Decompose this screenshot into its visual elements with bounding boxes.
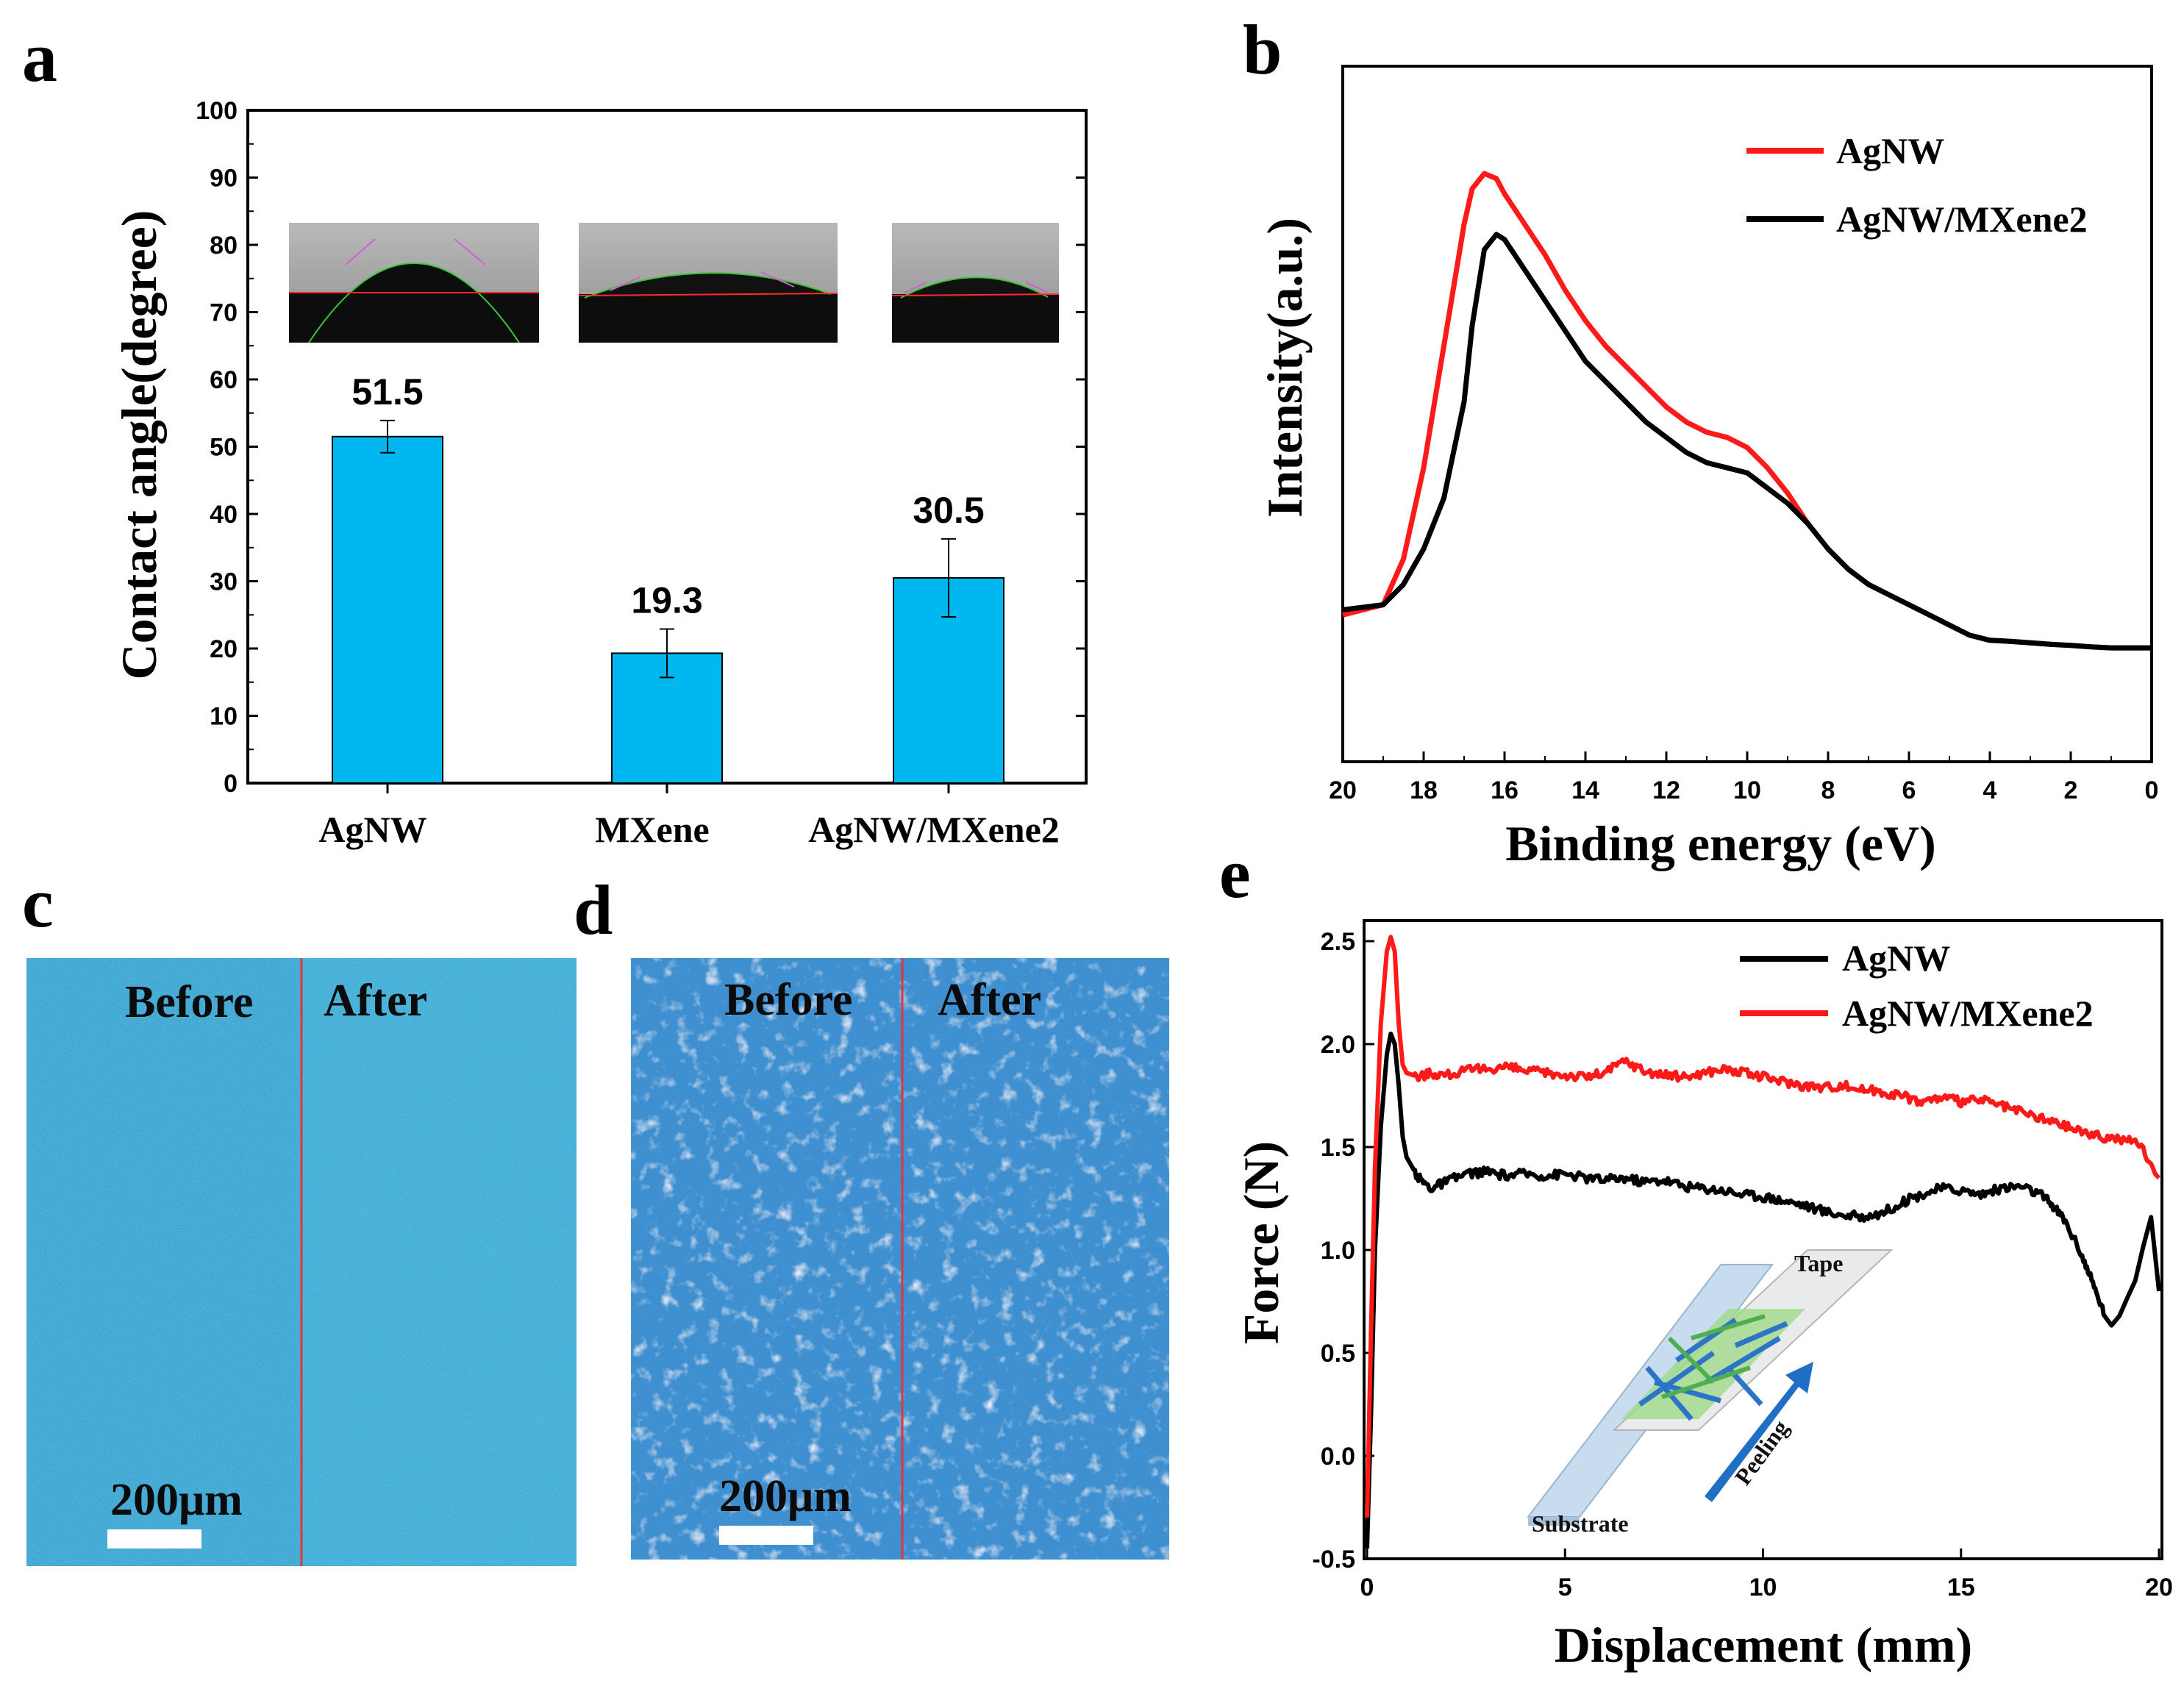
category-label: MXene <box>595 809 710 850</box>
x-tick-label: 0 <box>1360 1574 1374 1601</box>
micrograph-d-scale-label: 200μm <box>719 1471 852 1521</box>
micrograph-c-scale-bar <box>107 1529 201 1549</box>
legend-label-agnw: AgNW <box>1836 130 1944 171</box>
x-tick-label: 2 <box>2064 776 2078 804</box>
micrograph-d-scale-bar <box>719 1526 813 1545</box>
x-tick-label: 20 <box>2145 1574 2173 1601</box>
y-tick-label: 1.5 <box>1321 1134 1355 1162</box>
nanowire-network <box>1621 1309 1805 1421</box>
x-tick-label: 15 <box>1947 1574 1975 1601</box>
panel-label-c: c <box>22 863 54 942</box>
panel-b-line-chart: 20 18 16 14 12 10 8 6 4 2 0 AgNW AgNW/MXene2 Bindi… <box>1257 65 2158 871</box>
x-tick-label: 14 <box>1571 776 1599 804</box>
y-tick-label: 20 <box>210 635 238 663</box>
y-tick-label: 0.5 <box>1321 1340 1355 1368</box>
panel-e-ticks: 0 5 10 15 20 -0.5 0.0 0.5 1.0 1.5 2.0 2.5 <box>1312 928 2173 1601</box>
y-tick-label: 0 <box>224 770 238 798</box>
panel-e-series <box>1365 935 2161 1549</box>
y-tick-label: 70 <box>210 299 238 327</box>
droplet-photo-mxene <box>578 223 838 343</box>
legend-label-e-agnw-mxene2: AgNW/MXene2 <box>1842 993 2094 1034</box>
micrograph-c-after-label: After <box>324 976 427 1026</box>
panel-a-bars: 51.5 AgNW 19.3 MXene 30.5 AgNW/MXene2 <box>318 371 1059 850</box>
y-tick-label: 10 <box>210 703 238 731</box>
category-label: AgNW/MXene2 <box>808 809 1060 850</box>
bar-agnw <box>332 435 443 785</box>
y-tick-label: 30 <box>210 568 238 596</box>
x-tick-label: 4 <box>1983 776 1997 804</box>
legend-label-agnw-mxene2: AgNW/MXene2 <box>1836 199 2088 240</box>
y-tick-label: 0.0 <box>1321 1443 1355 1471</box>
panel-b-x-axis-label: Binding energy (eV) <box>1505 815 1936 871</box>
panel-e-legend: AgNW AgNW/MXene2 <box>1740 937 2094 1034</box>
x-tick-label: 16 <box>1491 776 1519 804</box>
y-tick-label: -0.5 <box>1312 1546 1355 1574</box>
panel-b-series <box>1342 171 2152 651</box>
legend-label-e-agnw: AgNW <box>1842 937 1950 979</box>
panel-e-line-chart: 0 5 10 15 20 -0.5 0.0 0.5 1.0 1.5 2.0 2.5 AgNW AgNW… <box>1233 919 2173 1673</box>
droplet-photo-agnw-mxene2 <box>891 223 1060 343</box>
panel-d-micrograph: Before After 200μm <box>631 958 1169 1560</box>
panel-label-b: b <box>1243 10 1282 89</box>
y-tick-label: 2.5 <box>1321 928 1355 956</box>
y-tick-label: 90 <box>210 165 238 193</box>
panel-e-y-axis-label: Force (N) <box>1233 1141 1289 1344</box>
panel-e-x-axis-label: Displacement (mm) <box>1555 1617 1972 1673</box>
micrograph-c-scale-label: 200μm <box>110 1475 243 1525</box>
inset-tape-label: Tape <box>1794 1250 1843 1276</box>
panel-a-y-ticks: 0 10 20 30 40 50 60 70 80 90 100 <box>196 97 1086 798</box>
panel-a-bar-chart: 0 10 20 30 40 50 60 70 80 90 100 <box>111 97 1088 850</box>
panel-label-a: a <box>22 18 57 96</box>
panel-b-x-ticks: 20 18 16 14 12 10 8 6 4 2 0 <box>1329 751 2158 804</box>
panel-a-y-axis-label: Contact angle(degree) <box>111 210 167 680</box>
x-tick-label: 5 <box>1558 1574 1572 1601</box>
series-line-agnw-mxene2 <box>1342 232 2152 651</box>
inset-substrate-label: Substrate <box>1532 1510 1629 1537</box>
y-tick-label: 60 <box>210 366 238 394</box>
panel-label-d: d <box>574 871 613 949</box>
micrograph-c-after-tint <box>301 958 577 1566</box>
x-tick-label: 12 <box>1652 776 1680 804</box>
micrograph-d-flakes <box>631 958 1169 1560</box>
droplet-photo-agnw <box>289 223 539 343</box>
substrate-edge <box>1528 1517 1580 1526</box>
peel-test-schematic: Tape Substrate Peeling <box>1526 1249 1894 1537</box>
value-label: 30.5 <box>913 490 984 531</box>
micrograph-d-before-label: Before <box>724 975 852 1025</box>
y-tick-label: 2.0 <box>1321 1031 1355 1059</box>
micrograph-d-after-label: After <box>938 975 1041 1025</box>
x-tick-label: 18 <box>1410 776 1438 804</box>
x-tick-label: 20 <box>1329 776 1357 804</box>
x-tick-label: 8 <box>1821 776 1835 804</box>
x-tick-label: 6 <box>1902 776 1916 804</box>
y-tick-label: 100 <box>196 97 238 125</box>
panel-b-legend: AgNW AgNW/MXene2 <box>1746 130 2088 240</box>
value-label: 19.3 <box>631 579 702 621</box>
value-label: 51.5 <box>351 371 423 412</box>
category-label: AgNW <box>318 809 427 850</box>
x-tick-label: 10 <box>1749 1574 1777 1601</box>
panel-a-droplet-insets <box>289 223 1060 343</box>
panel-label-e: e <box>1219 834 1251 912</box>
micrograph-c-before-label: Before <box>125 977 253 1027</box>
x-tick-label: 0 <box>2145 776 2159 804</box>
y-tick-label: 50 <box>210 434 238 462</box>
y-tick-label: 40 <box>210 501 238 529</box>
panel-c-micrograph: Before After 200μm <box>26 958 577 1566</box>
series-line-agnw-mxene2 <box>1365 935 2161 1518</box>
series-line-agnw <box>1365 1032 2161 1549</box>
panel-b-y-axis-label: Intensity(a.u.) <box>1257 218 1313 518</box>
y-tick-label: 1.0 <box>1321 1237 1355 1265</box>
y-tick-label: 80 <box>210 232 238 260</box>
x-tick-label: 10 <box>1733 776 1761 804</box>
peeling-arrow <box>1705 1362 1813 1502</box>
